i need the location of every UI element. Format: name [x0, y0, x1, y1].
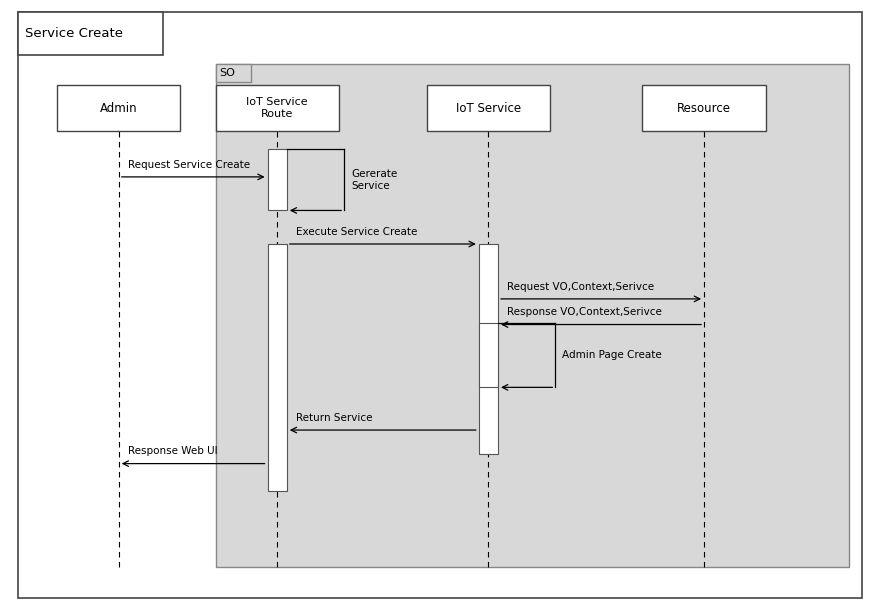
Bar	[57, 85, 180, 131]
Bar	[479, 323, 498, 387]
Text: Response VO,Context,Serivce: Response VO,Context,Serivce	[507, 307, 662, 317]
Bar	[268, 244, 287, 491]
Text: Request Service Create: Request Service Create	[128, 160, 250, 170]
Bar	[268, 149, 287, 210]
Text: Admin: Admin	[100, 102, 137, 115]
Bar	[216, 85, 339, 131]
Text: Response Web UI: Response Web UI	[128, 447, 217, 456]
Text: IoT Service: IoT Service	[456, 102, 521, 115]
Text: Service Create: Service Create	[25, 27, 122, 40]
Text: SO: SO	[219, 68, 235, 78]
Bar	[216, 64, 251, 82]
Text: Gererate
Service: Gererate Service	[351, 169, 398, 191]
Bar	[216, 64, 849, 567]
Bar	[18, 12, 163, 55]
Text: Resource: Resource	[677, 102, 731, 115]
Bar	[642, 85, 766, 131]
Text: Execute Service Create: Execute Service Create	[296, 227, 417, 237]
Text: Request VO,Context,Serivce: Request VO,Context,Serivce	[507, 282, 654, 292]
Text: Return Service: Return Service	[296, 413, 372, 423]
Bar	[479, 244, 498, 454]
Bar	[427, 85, 550, 131]
Text: IoT Service
Route: IoT Service Route	[246, 97, 308, 120]
Text: Admin Page Create: Admin Page Create	[562, 350, 662, 361]
